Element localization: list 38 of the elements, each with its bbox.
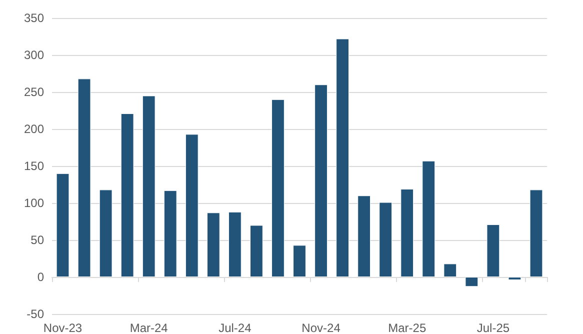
bar xyxy=(250,225,263,277)
y-tick-label: 200 xyxy=(24,122,44,136)
y-tick-label: 250 xyxy=(24,85,44,99)
bar xyxy=(314,84,328,277)
x-tick-label: Mar-25 xyxy=(388,321,426,334)
bar xyxy=(379,202,392,277)
bar xyxy=(164,190,177,277)
bar xyxy=(293,245,306,277)
y-tick-label: 100 xyxy=(24,196,44,210)
bar xyxy=(78,78,91,277)
y-tick-label: 300 xyxy=(24,48,44,62)
bar xyxy=(228,212,242,277)
bar xyxy=(465,277,478,287)
x-tick-label: Jul-24 xyxy=(218,321,252,334)
bar xyxy=(444,264,457,277)
x-tick-label: Jul-25 xyxy=(476,321,510,334)
y-tick-label: 50 xyxy=(30,233,44,247)
bar xyxy=(142,96,156,277)
bar xyxy=(422,160,436,277)
x-tick-label: Nov-24 xyxy=(302,321,341,334)
y-tick-label: -50 xyxy=(26,307,44,321)
y-tick-label: 350 xyxy=(24,11,44,25)
bar xyxy=(206,212,220,277)
bar xyxy=(508,277,522,280)
x-tick-label: Mar-24 xyxy=(130,321,168,334)
bar xyxy=(56,173,70,277)
bar xyxy=(530,190,543,277)
bar xyxy=(358,196,371,277)
y-tick-label: 0 xyxy=(37,270,44,284)
bar xyxy=(120,113,134,277)
bar xyxy=(336,38,349,277)
bar xyxy=(99,190,112,277)
bar xyxy=(400,188,414,277)
y-tick-label: 150 xyxy=(24,159,44,173)
x-tick-label: Nov-23 xyxy=(43,321,82,334)
bar xyxy=(272,99,284,277)
bar xyxy=(185,134,198,277)
bar xyxy=(486,224,500,277)
